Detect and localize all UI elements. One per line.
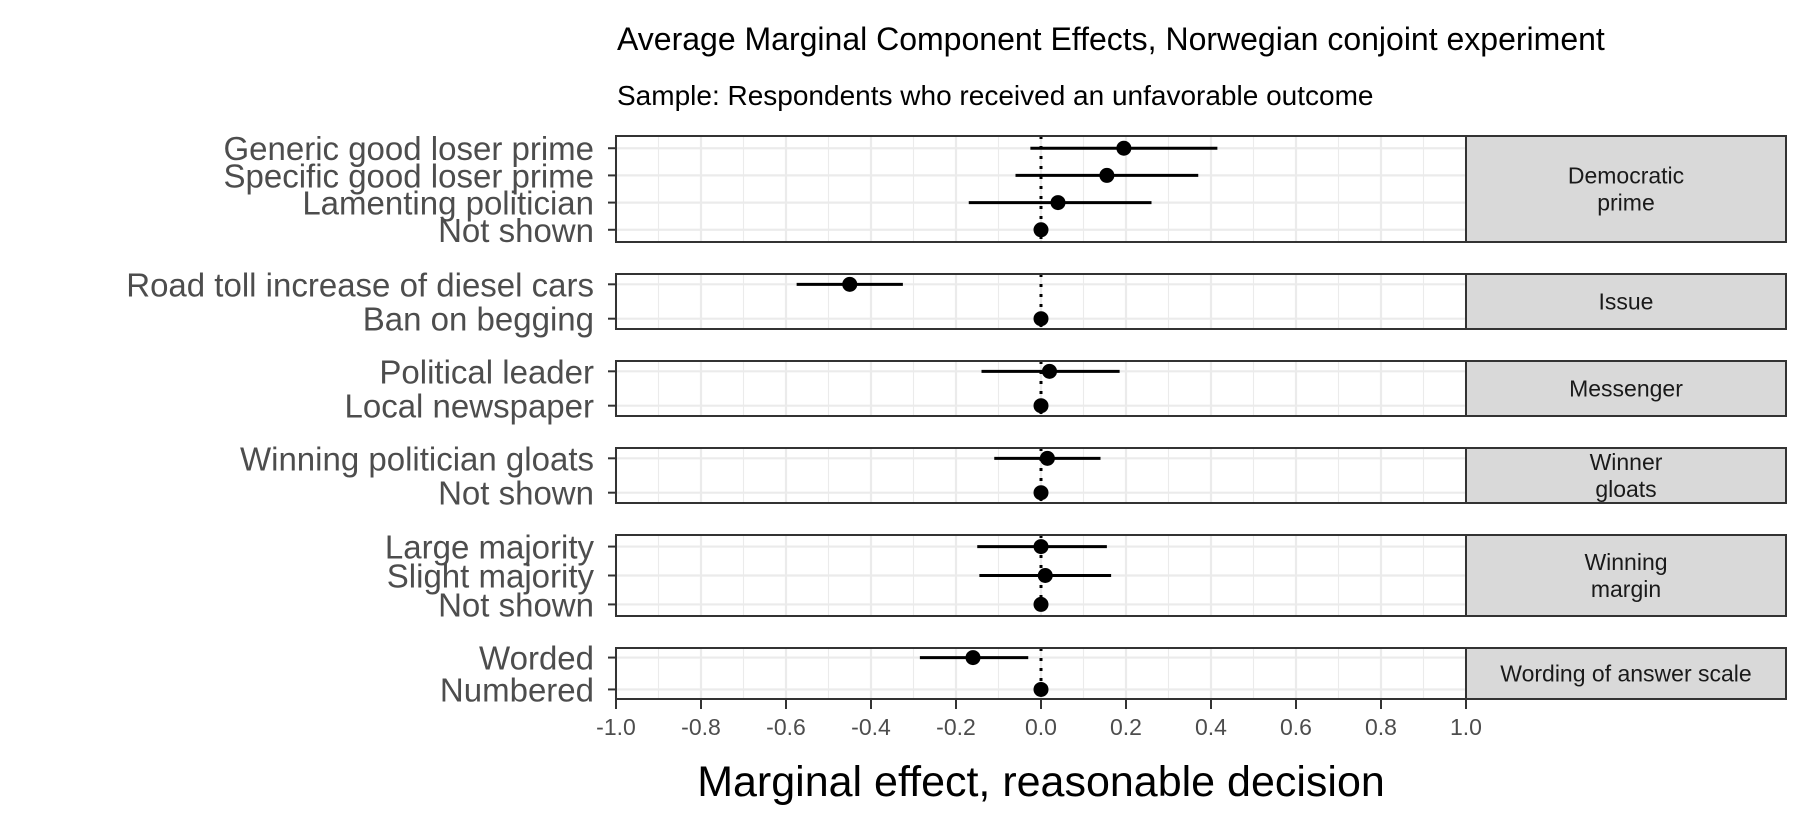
category-label: Ban on begging bbox=[363, 301, 594, 338]
x-tick-label: 1.0 bbox=[1450, 714, 1482, 740]
category-label: Political leader bbox=[379, 353, 594, 390]
x-tick-label: 0.8 bbox=[1365, 714, 1397, 740]
facet-strip-label: Issue bbox=[1599, 289, 1654, 315]
category-label: Not shown bbox=[438, 586, 594, 623]
estimate-point bbox=[1033, 222, 1049, 238]
chart-title: Average Marginal Component Effects, Norw… bbox=[617, 21, 1605, 57]
category-label: Not shown bbox=[438, 475, 594, 512]
facet-strip-label: prime bbox=[1597, 190, 1655, 216]
facet-strip bbox=[1465, 647, 1787, 700]
x-tick-label: 0.0 bbox=[1025, 714, 1057, 740]
category-label: Numbered bbox=[440, 671, 594, 708]
category-label: Generic good loser prime bbox=[223, 130, 594, 167]
category-label: Slight majority bbox=[387, 558, 595, 595]
facet-strip-label: Winner bbox=[1590, 449, 1663, 475]
x-axis-title: Marginal effect, reasonable decision bbox=[697, 758, 1385, 806]
estimate-point bbox=[1050, 195, 1066, 211]
facet-strip-label: Democratic bbox=[1568, 163, 1684, 189]
category-label: Lamenting politician bbox=[302, 185, 594, 222]
facet-strip-label: Winning bbox=[1584, 549, 1667, 575]
category-label: Large majority bbox=[385, 529, 595, 566]
facet-strip-label: Wording of answer scale bbox=[1500, 661, 1751, 687]
facet-strip bbox=[1465, 273, 1787, 330]
category-label: Worded bbox=[479, 640, 594, 677]
facet-strip bbox=[1465, 360, 1787, 417]
x-tick-label: -0.6 bbox=[766, 714, 806, 740]
facet-strip-label: Messenger bbox=[1569, 376, 1683, 402]
estimate-point bbox=[842, 276, 858, 292]
estimate-point bbox=[1033, 681, 1049, 697]
estimate-point bbox=[1039, 450, 1055, 466]
x-tick-label: 0.6 bbox=[1280, 714, 1312, 740]
x-tick-label: -1.0 bbox=[596, 714, 636, 740]
facet-strip bbox=[1465, 135, 1787, 243]
category-label: Road toll increase of diesel cars bbox=[126, 266, 594, 303]
facet-strip bbox=[1465, 534, 1787, 617]
x-tick-label: -0.4 bbox=[851, 714, 891, 740]
estimate-point bbox=[1099, 167, 1115, 183]
estimate-point bbox=[1042, 363, 1057, 379]
category-label: Not shown bbox=[438, 212, 594, 249]
estimate-point bbox=[1033, 539, 1049, 555]
estimate-point bbox=[1033, 398, 1049, 414]
estimate-point bbox=[965, 650, 981, 666]
facet-strip bbox=[1465, 447, 1787, 504]
estimate-point bbox=[1037, 568, 1053, 583]
category-label: Winning politician gloats bbox=[240, 440, 594, 477]
estimate-point bbox=[1033, 311, 1049, 327]
x-tick-label: -0.2 bbox=[936, 714, 976, 740]
x-tick-label: -0.8 bbox=[681, 714, 721, 740]
facet-strip-label: margin bbox=[1591, 576, 1661, 602]
x-axis: -1.0 -0.8 -0.6 -0.4 -0.2 0.0 0.2 0.4 0.6 0.8 1.0 bbox=[596, 700, 1482, 740]
estimate-point bbox=[1116, 140, 1132, 156]
estimate-point bbox=[1033, 485, 1049, 501]
category-label: Local newspaper bbox=[345, 388, 595, 425]
x-tick-label: 0.4 bbox=[1195, 714, 1227, 740]
x-tick-label: 0.2 bbox=[1110, 714, 1142, 740]
estimate-point bbox=[1033, 596, 1049, 612]
facet-strip-label: gloats bbox=[1595, 476, 1656, 502]
chart-subtitle: Sample: Respondents who received an unfa… bbox=[617, 80, 1373, 111]
category-label: Specific good loser prime bbox=[223, 157, 594, 194]
